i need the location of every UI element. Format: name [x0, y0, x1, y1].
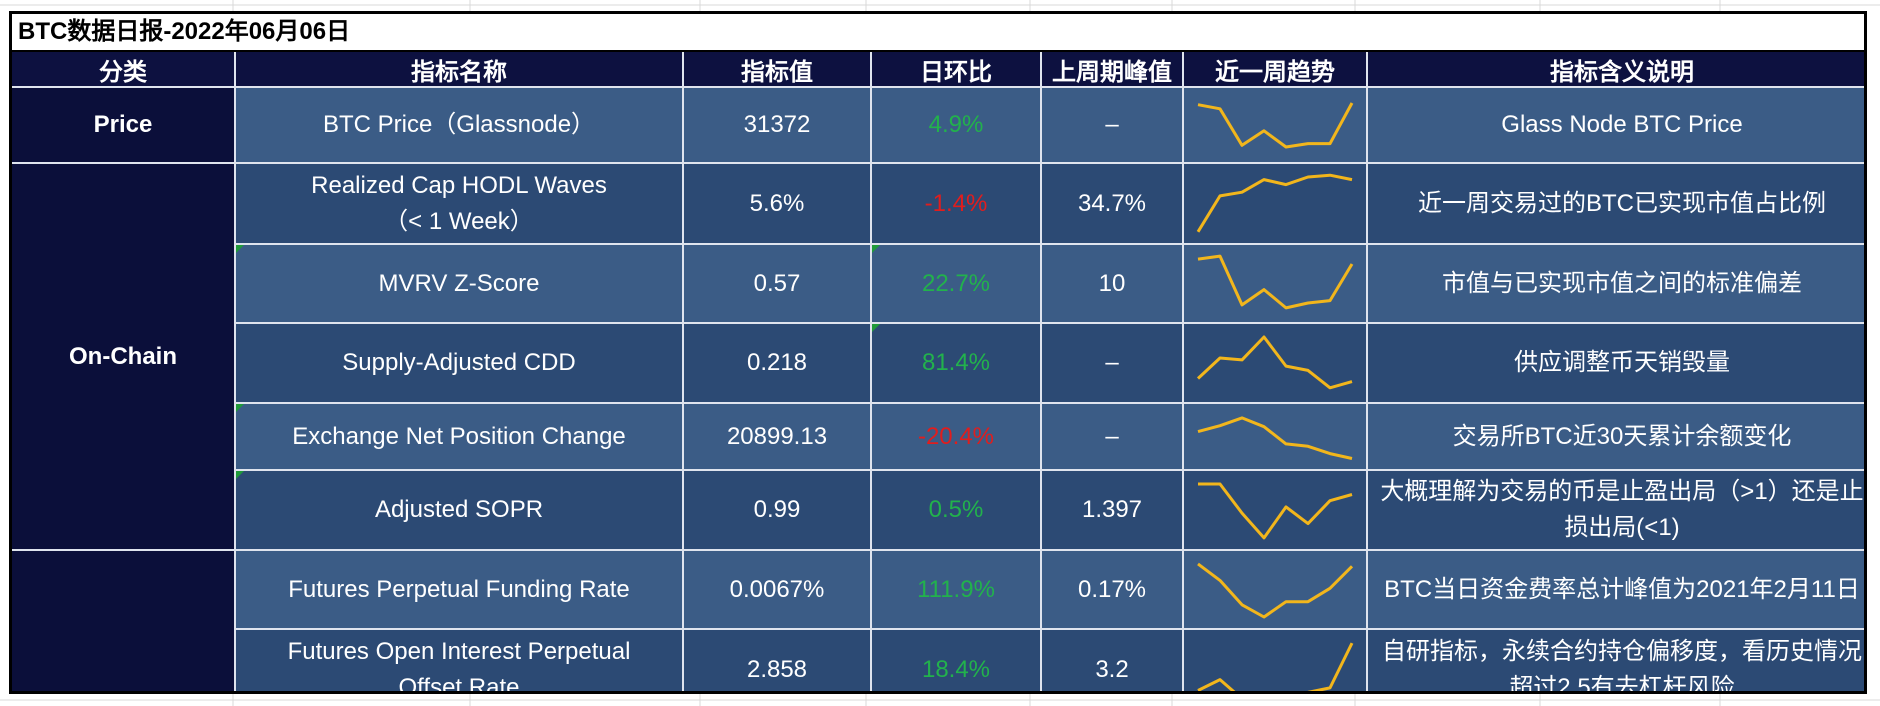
sparkline-path	[1197, 562, 1354, 619]
comment-marker	[872, 324, 880, 332]
description-cell[interactable]: 供应调整币天销毁量	[1368, 324, 1864, 402]
description-cell[interactable]: 自研指标，永续合约持仓偏移度，看历史情况超过2.5有去杠杆风险	[1368, 630, 1864, 691]
day-change-cell[interactable]: 81.4%	[872, 324, 1040, 402]
indicator-name-cell[interactable]: BTC Price（Glassnode）	[236, 88, 682, 162]
trend-sparkline	[1197, 254, 1354, 310]
trend-sparkline	[1197, 642, 1354, 691]
trend-sparkline	[1197, 416, 1353, 460]
description-cell[interactable]: 大概理解为交易的币是止盈出局（>1）还是止损出局(<1)	[1368, 471, 1864, 549]
indicator-value-cell[interactable]: 0.99	[684, 471, 870, 549]
day-change-cell[interactable]: 0.5%	[872, 471, 1040, 549]
sparkline-path	[1196, 335, 1353, 390]
day-change-cell[interactable]: 4.9%	[872, 88, 1040, 162]
indicator-name-text: Adjusted SOPR	[374, 496, 544, 523]
header-description[interactable]: 指标含义说明	[1368, 52, 1864, 86]
sparkline-path	[1198, 482, 1353, 540]
trend-sparkline	[1197, 102, 1354, 149]
comment-marker	[872, 245, 880, 253]
indicator-value-cell[interactable]: 31372	[684, 88, 870, 162]
indicator-value-cell[interactable]: 2.858	[684, 630, 870, 691]
comment-marker	[236, 404, 244, 412]
day-change-cell[interactable]: 18.4%	[872, 630, 1040, 691]
indicator-value-cell[interactable]: 0.218	[684, 324, 870, 402]
trend-sparkline	[1197, 562, 1354, 619]
last-peak-cell[interactable]: 34.7%	[1042, 164, 1182, 243]
trend-cell[interactable]	[1184, 88, 1366, 162]
description-cell[interactable]: 近一周交易过的BTC已实现市值占比例	[1368, 164, 1864, 243]
comment-marker	[236, 245, 244, 253]
trend-cell[interactable]	[1184, 630, 1366, 691]
trend-sparkline	[1198, 482, 1353, 540]
last-peak-cell[interactable]: –	[1042, 324, 1182, 402]
indicator-value-cell[interactable]: 0.57	[684, 245, 870, 322]
header-category[interactable]: 分类	[12, 52, 234, 86]
indicator-name-text: Exchange Net Position Change	[292, 422, 626, 450]
last-peak-cell[interactable]: –	[1042, 404, 1182, 469]
last-peak-cell[interactable]: –	[1042, 88, 1182, 162]
sparkline-path	[1196, 173, 1353, 233]
day-change-cell[interactable]: 22.7%	[872, 245, 1040, 322]
sparkline-path	[1197, 416, 1353, 460]
indicator-name-cell[interactable]: Futures Perpetual Funding Rate	[236, 551, 682, 628]
day-change-cell[interactable]: -1.4%	[872, 164, 1040, 243]
indicator-name-cell[interactable]: Realized Cap HODL Waves （< 1 Week）	[236, 164, 682, 243]
day-change-text: 22.7%	[921, 269, 991, 297]
trend-cell[interactable]	[1184, 471, 1366, 549]
report-title[interactable]: BTC数据日报-2022年06月06日	[12, 14, 1864, 52]
last-peak-cell[interactable]: 1.397	[1042, 471, 1182, 549]
trend-cell[interactable]	[1184, 551, 1366, 628]
category-derivatives[interactable]	[12, 551, 234, 691]
day-change-cell[interactable]: 111.9%	[872, 551, 1040, 628]
description-cell[interactable]: Glass Node BTC Price	[1368, 88, 1864, 162]
trend-cell[interactable]	[1184, 164, 1366, 243]
last-peak-cell[interactable]: 3.2	[1042, 630, 1182, 691]
trend-sparkline	[1196, 173, 1353, 233]
indicator-name-cell[interactable]: Exchange Net Position Change	[236, 404, 682, 469]
description-cell[interactable]: 市值与已实现市值之间的标准偏差	[1368, 245, 1864, 322]
indicator-name-text: MVRV Z-Score	[378, 269, 540, 297]
last-peak-cell[interactable]: 0.17%	[1042, 551, 1182, 628]
last-peak-cell[interactable]: 10	[1042, 245, 1182, 322]
trend-cell[interactable]	[1184, 245, 1366, 322]
comment-marker	[236, 471, 244, 479]
category-price[interactable]: Price	[12, 88, 234, 162]
trend-sparkline	[1196, 335, 1353, 390]
sparkline-path	[1197, 254, 1354, 310]
report-table: 分类 指标名称 指标值 日环比 上周期峰值 近一周趋势 指标含义说明 Price…	[12, 52, 1864, 691]
indicator-name-cell[interactable]: Supply-Adjusted CDD	[236, 324, 682, 402]
header-indicator-value[interactable]: 指标值	[684, 52, 870, 86]
day-change-text: 81.4%	[921, 349, 991, 376]
header-day-change[interactable]: 日环比	[872, 52, 1040, 86]
btc-daily-report: BTC数据日报-2022年06月06日 分类 指标名称 指标值 日环比 上周期峰…	[9, 11, 1867, 694]
sparkline-path	[1197, 102, 1354, 149]
description-cell[interactable]: BTC当日资金费率总计峰值为2021年2月11日	[1368, 551, 1864, 628]
indicator-value-cell[interactable]: 5.6%	[684, 164, 870, 243]
sparkline-path	[1197, 642, 1354, 691]
header-indicator-name[interactable]: 指标名称	[236, 52, 682, 86]
trend-cell[interactable]	[1184, 404, 1366, 469]
indicator-name-cell[interactable]: MVRV Z-Score	[236, 245, 682, 322]
day-change-cell[interactable]: -20.4%	[872, 404, 1040, 469]
category-on-chain[interactable]: On-Chain	[12, 164, 234, 549]
header-last-peak[interactable]: 上周期峰值	[1042, 52, 1182, 86]
trend-cell[interactable]	[1184, 324, 1366, 402]
indicator-value-cell[interactable]: 0.0067%	[684, 551, 870, 628]
description-cell[interactable]: 交易所BTC近30天累计余额变化	[1368, 404, 1864, 469]
indicator-name-cell[interactable]: Adjusted SOPR	[236, 471, 682, 549]
indicator-value-cell[interactable]: 20899.13	[684, 404, 870, 469]
indicator-name-cell[interactable]: Futures Open Interest Perpetual Offset R…	[236, 630, 682, 691]
header-weekly-trend[interactable]: 近一周趋势	[1184, 52, 1366, 86]
